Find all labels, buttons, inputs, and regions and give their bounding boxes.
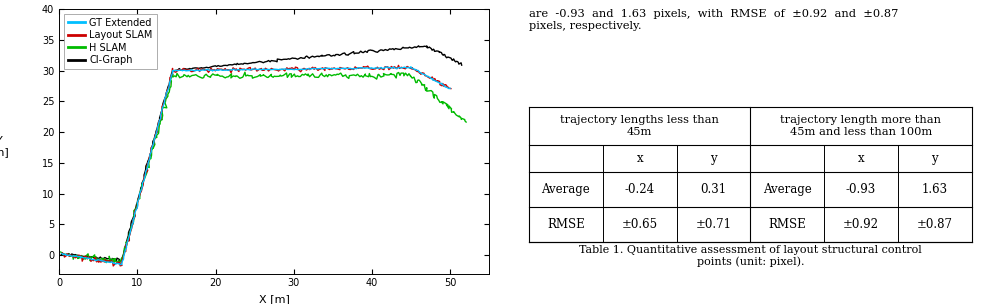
Text: RMSE: RMSE xyxy=(547,218,585,231)
Text: trajectory lengths less than
45m: trajectory lengths less than 45m xyxy=(560,115,719,137)
Text: x: x xyxy=(636,152,643,165)
Legend: GT Extended, Layout SLAM, H SLAM, CI-Graph: GT Extended, Layout SLAM, H SLAM, CI-Gra… xyxy=(64,14,157,69)
Text: y: y xyxy=(932,152,938,165)
Text: ±0.87: ±0.87 xyxy=(917,218,952,231)
Text: RMSE: RMSE xyxy=(768,218,807,231)
Text: ±0.65: ±0.65 xyxy=(621,218,658,231)
Text: Table 1. Quantitative assessment of layout structural control
points (unit: pixe: Table 1. Quantitative assessment of layo… xyxy=(579,244,922,267)
Text: 0.31: 0.31 xyxy=(700,183,727,196)
X-axis label: X [m]: X [m] xyxy=(258,294,290,304)
Text: trajectory length more than
45m and less than 100m: trajectory length more than 45m and less… xyxy=(781,115,942,137)
Text: x: x xyxy=(858,152,865,165)
Y-axis label: Y
[m]: Y [m] xyxy=(0,136,9,157)
Text: Average: Average xyxy=(541,183,591,196)
Text: Average: Average xyxy=(763,183,811,196)
Text: 1.63: 1.63 xyxy=(922,183,948,196)
Text: ±0.92: ±0.92 xyxy=(843,218,879,231)
Text: -0.24: -0.24 xyxy=(624,183,655,196)
Text: y: y xyxy=(710,152,717,165)
Text: ±0.71: ±0.71 xyxy=(695,218,732,231)
Text: -0.93: -0.93 xyxy=(846,183,877,196)
Text: are  -0.93  and  1.63  pixels,  with  RMSE  of  ±0.92  and  ±0.87
pixels, respec: are -0.93 and 1.63 pixels, with RMSE of … xyxy=(529,9,898,31)
